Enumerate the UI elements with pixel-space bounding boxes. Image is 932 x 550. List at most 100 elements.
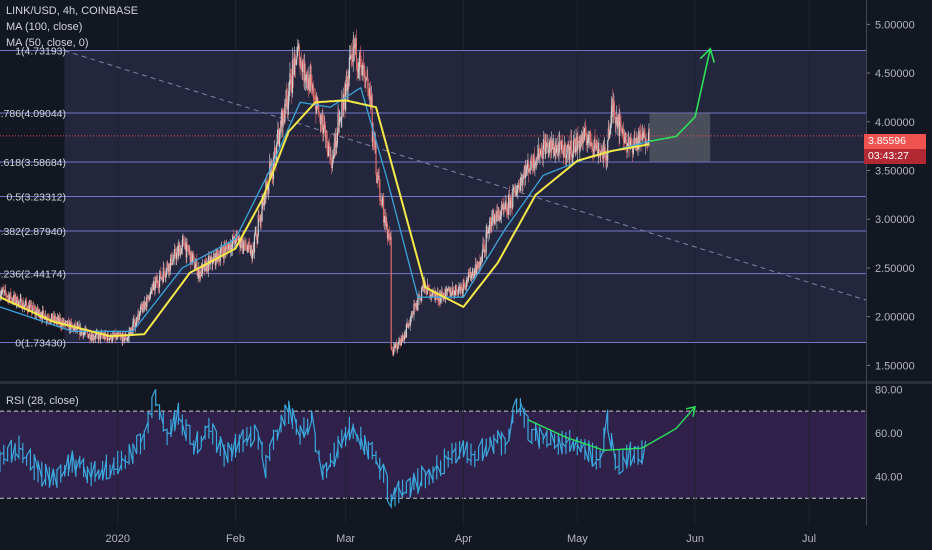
candle-body (251, 251, 254, 259)
candle-body (286, 99, 289, 109)
candle-body (546, 144, 548, 148)
candle-body (516, 189, 518, 192)
candle-body (306, 71, 308, 80)
candle-body (9, 292, 11, 297)
candle-body (613, 104, 615, 111)
candle-body (100, 333, 102, 340)
candle-body (407, 324, 409, 327)
candle-body (38, 313, 40, 315)
candle-body (283, 111, 285, 119)
candle-body (342, 107, 344, 110)
candle-body (559, 141, 561, 145)
candle-body (115, 335, 118, 340)
candle-body (291, 91, 293, 94)
candle-body (587, 137, 589, 141)
candle-body (87, 334, 89, 338)
candle-body (641, 139, 643, 141)
time-tick-label[interactable]: Feb (226, 533, 245, 545)
candle-body (50, 316, 52, 322)
candle-body (576, 136, 578, 152)
ma50-legend[interactable]: MA (50, close, 0) (6, 37, 89, 49)
candle-body (326, 136, 328, 142)
ma100-legend[interactable]: MA (100, close) (6, 21, 83, 33)
candle-body (374, 141, 376, 147)
candle-body (301, 61, 304, 72)
candle-body (39, 316, 42, 319)
candle-body (606, 154, 608, 161)
candle-body (256, 234, 258, 244)
candle-body (176, 252, 178, 260)
candle-body (588, 137, 590, 138)
price-axis[interactable]: 1.50000 2.00000 2.50000 3.00000 3.50000 4.000… (866, 19, 915, 372)
candle-body (0, 292, 1, 298)
candle-body (624, 137, 626, 143)
candle-body (412, 312, 414, 314)
candle-body (272, 156, 275, 180)
candle-body (224, 248, 226, 252)
candle-body (178, 245, 180, 247)
candle-body (248, 244, 251, 246)
candle-body (214, 256, 216, 266)
candle-body (290, 74, 292, 92)
candle-body (331, 158, 333, 168)
candle-body (336, 143, 338, 147)
last-price-tag: 3.85596 (864, 134, 926, 149)
time-tick-label[interactable]: Jul (802, 533, 816, 545)
candle-body (358, 67, 360, 70)
candle-body (614, 116, 616, 124)
candle-body (421, 287, 423, 301)
candle-body (228, 243, 230, 246)
candle-body (343, 93, 345, 96)
candle-body (210, 257, 213, 261)
projection-curve (649, 48, 712, 143)
time-tick-label[interactable]: Mar (336, 533, 355, 545)
candle-body (137, 313, 139, 321)
candle-body (441, 292, 444, 297)
time-tick-label[interactable]: Apr (455, 533, 472, 545)
candle-body (93, 337, 95, 339)
candle-body (347, 76, 349, 89)
candle-body (311, 85, 313, 90)
candle-body (550, 140, 552, 151)
candle-body (184, 242, 187, 250)
fib-label: 0.236(2.44174) (0, 269, 66, 281)
candle-body (338, 113, 340, 126)
candle-body (390, 237, 392, 349)
candle-body (213, 256, 215, 258)
candle-body (13, 294, 15, 302)
candle-body (14, 296, 16, 299)
candle-body (496, 211, 498, 222)
candle-body (353, 39, 355, 49)
candle-body (227, 245, 230, 251)
rsi-legend[interactable]: RSI (28, close) (6, 395, 79, 407)
candle-body (13, 294, 16, 299)
candle-body (584, 127, 587, 136)
candle-body (468, 272, 470, 274)
candle-body (281, 109, 283, 128)
time-tick-label[interactable]: May (567, 533, 588, 545)
candle-body (55, 317, 57, 322)
candle-body (603, 145, 605, 154)
candle-body (452, 288, 454, 291)
candle-body (344, 95, 346, 111)
candle-body (539, 154, 541, 157)
time-tick-label[interactable]: 2020 (106, 533, 130, 545)
time-axis[interactable]: 2020 Feb Mar Apr May Jun Jul (106, 533, 817, 545)
candle-body (609, 133, 611, 139)
candle-body (471, 275, 473, 278)
candle-body (253, 235, 256, 253)
rsi-axis[interactable]: 40.00 60.00 80.00 (875, 384, 903, 483)
candle-body (208, 257, 211, 265)
candle-body (289, 73, 291, 85)
candle-body (484, 250, 486, 253)
candle-body (476, 261, 478, 268)
candle-body (3, 290, 5, 293)
candle-body (29, 305, 31, 312)
time-tick-label[interactable]: Jun (686, 533, 704, 545)
candle-body (550, 140, 552, 151)
candle-body (385, 220, 387, 226)
candle-body (360, 55, 362, 68)
candle-body (473, 273, 475, 279)
candle-body (89, 333, 91, 339)
